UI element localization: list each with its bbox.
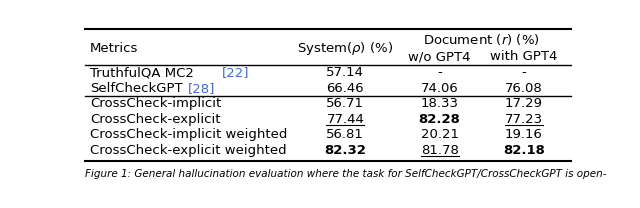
Text: 18.33: 18.33	[420, 97, 459, 110]
Text: 66.46: 66.46	[326, 82, 364, 95]
Text: TruthfulQA MC2: TruthfulQA MC2	[90, 66, 194, 79]
Text: CrossCheck-explicit: CrossCheck-explicit	[90, 113, 220, 126]
Text: 17.29: 17.29	[505, 97, 543, 110]
Text: 82.32: 82.32	[324, 144, 366, 157]
Text: 20.21: 20.21	[420, 128, 459, 141]
Text: -: -	[437, 66, 442, 79]
Text: 19.16: 19.16	[505, 128, 543, 141]
Text: -: -	[522, 66, 526, 79]
Text: 57.14: 57.14	[326, 66, 364, 79]
Text: 74.06: 74.06	[420, 82, 458, 95]
Text: 82.28: 82.28	[419, 113, 461, 126]
Text: 81.78: 81.78	[420, 144, 458, 157]
Text: 82.18: 82.18	[503, 144, 545, 157]
Text: Metrics: Metrics	[90, 42, 138, 55]
Text: SelfCheckGPT: SelfCheckGPT	[90, 82, 182, 95]
Text: w/o GPT4: w/o GPT4	[408, 50, 471, 63]
Text: CrossCheck-explicit weighted: CrossCheck-explicit weighted	[90, 144, 287, 157]
Text: 56.81: 56.81	[326, 128, 364, 141]
Text: CrossCheck-implicit: CrossCheck-implicit	[90, 97, 221, 110]
Text: Document ($r$) (%): Document ($r$) (%)	[424, 32, 540, 47]
Text: CrossCheck-implicit weighted: CrossCheck-implicit weighted	[90, 128, 287, 141]
Text: with GPT4: with GPT4	[490, 50, 557, 63]
Text: System($\rho$) (%): System($\rho$) (%)	[298, 40, 394, 57]
Text: Figure 1: General hallucination evaluation where the task for SelfCheckGPT/Cross: Figure 1: General hallucination evaluati…	[85, 169, 607, 179]
Text: 77.44: 77.44	[326, 113, 364, 126]
Text: [22]: [22]	[222, 66, 250, 79]
Text: 56.71: 56.71	[326, 97, 364, 110]
Text: 76.08: 76.08	[505, 82, 543, 95]
Text: 77.23: 77.23	[505, 113, 543, 126]
Text: [28]: [28]	[188, 82, 216, 95]
